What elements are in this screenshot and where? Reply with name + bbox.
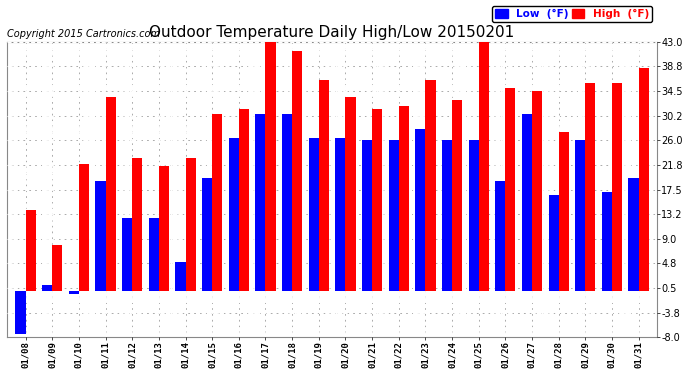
Bar [399, 106, 409, 291]
Bar [69, 291, 79, 294]
Bar [292, 51, 302, 291]
Bar [95, 181, 106, 291]
Bar [335, 138, 346, 291]
Bar [602, 192, 612, 291]
Bar [175, 262, 186, 291]
Bar [79, 164, 89, 291]
Bar [372, 109, 382, 291]
Bar [159, 166, 169, 291]
Bar [42, 285, 52, 291]
Bar [346, 97, 355, 291]
Bar [255, 114, 266, 291]
Bar [505, 88, 515, 291]
Bar [52, 244, 62, 291]
Bar [639, 68, 649, 291]
Bar [575, 141, 585, 291]
Bar [149, 219, 159, 291]
Bar [522, 114, 532, 291]
Bar [479, 42, 489, 291]
Bar [26, 210, 36, 291]
Bar [132, 158, 142, 291]
Bar [549, 195, 559, 291]
Bar [559, 132, 569, 291]
Bar [495, 181, 505, 291]
Bar [612, 82, 622, 291]
Bar [15, 291, 26, 334]
Bar [186, 158, 196, 291]
Bar [106, 97, 116, 291]
Bar [452, 100, 462, 291]
Bar [212, 114, 222, 291]
Bar [362, 141, 372, 291]
Bar [202, 178, 212, 291]
Bar [228, 138, 239, 291]
Bar [266, 42, 275, 291]
Text: Copyright 2015 Cartronics.com: Copyright 2015 Cartronics.com [7, 29, 160, 39]
Bar [122, 219, 132, 291]
Bar [388, 141, 399, 291]
Bar [282, 114, 292, 291]
Bar [415, 129, 426, 291]
Bar [239, 109, 249, 291]
Bar [585, 82, 595, 291]
Bar [629, 178, 639, 291]
Title: Outdoor Temperature Daily High/Low 20150201: Outdoor Temperature Daily High/Low 20150… [150, 25, 515, 40]
Bar [308, 138, 319, 291]
Bar [426, 80, 435, 291]
Bar [319, 80, 329, 291]
Bar [532, 91, 542, 291]
Legend: Low  (°F), High  (°F): Low (°F), High (°F) [492, 6, 652, 22]
Bar [469, 141, 479, 291]
Bar [442, 141, 452, 291]
